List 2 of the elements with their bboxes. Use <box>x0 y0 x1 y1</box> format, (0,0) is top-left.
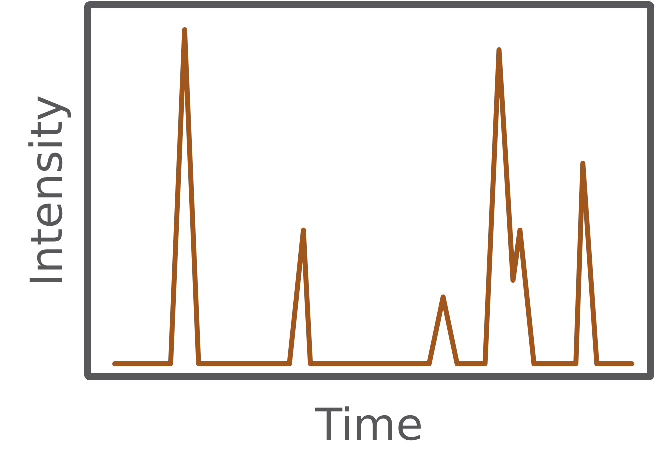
x-axis-title: Time <box>314 400 424 450</box>
y-axis-title: Intensity <box>22 95 73 287</box>
